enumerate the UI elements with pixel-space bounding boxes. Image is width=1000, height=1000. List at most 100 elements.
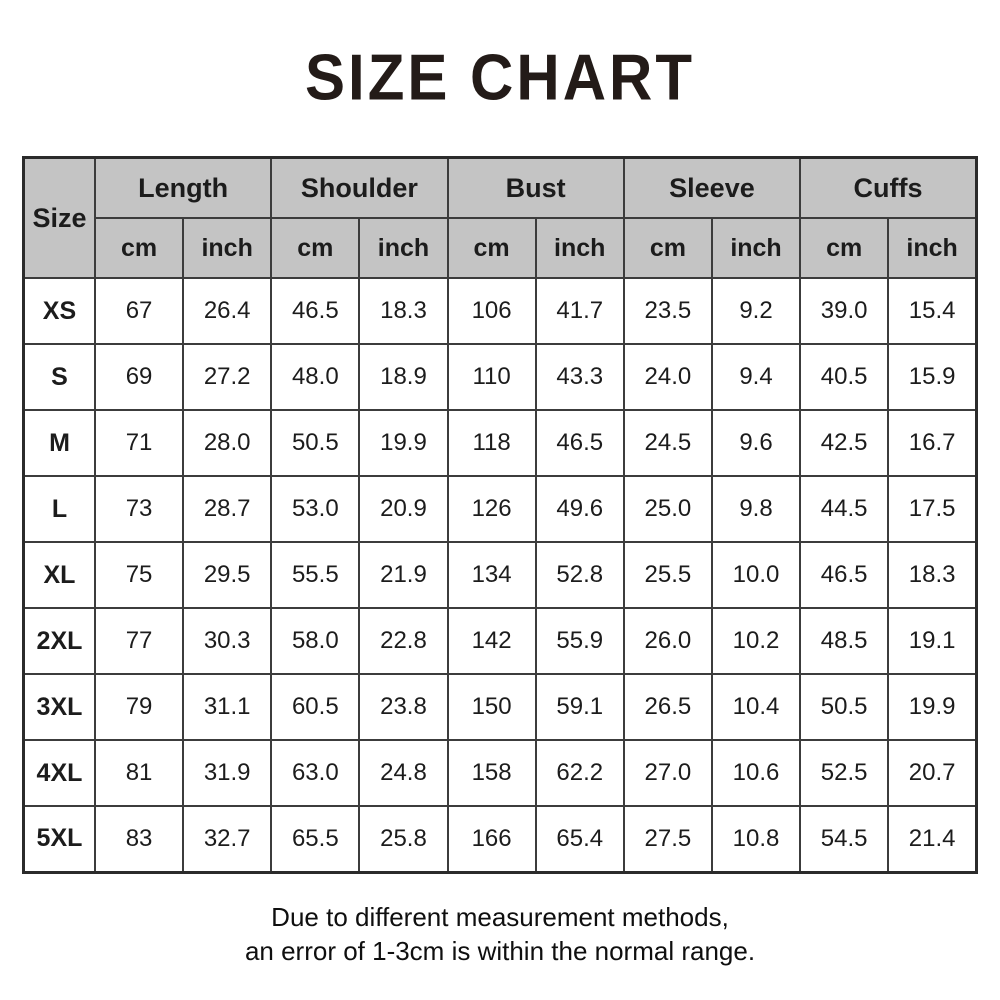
measurement-cell: 126 — [446, 475, 537, 543]
measurement-cell: 48.5 — [799, 607, 890, 675]
measurement-cell: 29.5 — [182, 541, 273, 609]
measurement-cell: 50.5 — [270, 409, 361, 477]
measurement-cell: 52.5 — [799, 739, 890, 807]
column-group-shoulder: Shoulder — [270, 156, 449, 219]
measurement-cell: 110 — [446, 343, 537, 411]
size-chart-table: Size Length Shoulder Bust Sleeve Cuffs c… — [22, 156, 978, 874]
measurement-cell: 83 — [93, 805, 185, 873]
measurement-cell: 10.4 — [710, 673, 802, 741]
unit-header-inch: inch — [182, 217, 273, 279]
measurement-cell: 18.3 — [358, 277, 449, 345]
measurement-note-line2: an error of 1-3cm is within the normal r… — [244, 935, 756, 966]
measurement-cell: 42.5 — [799, 409, 890, 477]
measurement-cell: 18.9 — [358, 343, 449, 411]
measurement-cell: 142 — [446, 607, 537, 675]
unit-header-inch: inch — [710, 217, 802, 279]
unit-header-inch: inch — [534, 217, 625, 279]
measurement-cell: 46.5 — [534, 409, 625, 477]
table-row: S 69 27.2 48.0 18.9 110 43.3 24.0 9.4 40.5 15.9 — [22, 343, 978, 411]
measurement-cell: 69 — [93, 343, 185, 411]
measurement-cell: 23.8 — [358, 673, 449, 741]
measurement-cell: 21.9 — [358, 541, 449, 609]
measurement-cell: 30.3 — [182, 607, 273, 675]
measurement-cell: 25.0 — [622, 475, 713, 543]
measurement-cell: 9.4 — [710, 343, 802, 411]
measurement-cell: 49.6 — [534, 475, 625, 543]
measurement-cell: 65.5 — [270, 805, 361, 873]
measurement-cell: 55.9 — [534, 607, 625, 675]
table-row: 5XL 83 32.7 65.5 25.8 166 65.4 27.5 10.8 54.5 21.4 — [22, 805, 978, 873]
size-row-label: 4XL — [22, 739, 96, 807]
measurement-cell: 10.0 — [710, 541, 802, 609]
measurement-cell: 24.5 — [622, 409, 713, 477]
measurement-cell: 52.8 — [534, 541, 625, 609]
measurement-cell: 10.6 — [710, 739, 802, 807]
measurement-cell: 16.7 — [887, 409, 978, 477]
size-row-label: XS — [22, 277, 96, 345]
measurement-cell: 73 — [93, 475, 185, 543]
measurement-note: Due to different measurement methods, an… — [0, 900, 1000, 968]
table-row: 3XL 79 31.1 60.5 23.8 150 59.1 26.5 10.4 50.5 19.9 — [22, 673, 978, 741]
size-column-header: Size — [22, 156, 96, 279]
measurement-cell: 10.2 — [710, 607, 802, 675]
measurement-cell: 27.2 — [182, 343, 273, 411]
measurement-cell: 134 — [446, 541, 537, 609]
table-row: M 71 28.0 50.5 19.9 118 46.5 24.5 9.6 42.5 16.7 — [22, 409, 978, 477]
unit-header-cm: cm — [446, 217, 537, 279]
measurement-cell: 26.0 — [622, 607, 713, 675]
measurement-cell: 24.8 — [358, 739, 449, 807]
table-row: XS 67 26.4 46.5 18.3 106 41.7 23.5 9.2 39.0 15.4 — [22, 277, 978, 345]
measurement-cell: 166 — [446, 805, 537, 873]
measurement-cell: 58.0 — [270, 607, 361, 675]
size-row-label: L — [22, 475, 96, 543]
measurement-cell: 158 — [446, 739, 537, 807]
measurement-cell: 44.5 — [799, 475, 890, 543]
measurement-cell: 19.9 — [887, 673, 978, 741]
column-group-cuffs: Cuffs — [799, 156, 978, 219]
measurement-cell: 15.9 — [887, 343, 978, 411]
measurement-cell: 26.5 — [622, 673, 713, 741]
header-unit-row: cm inch cm inch cm inch cm inch cm inch — [24, 217, 978, 279]
measurement-cell: 39.0 — [799, 277, 890, 345]
measurement-cell: 60.5 — [270, 673, 361, 741]
column-group-bust: Bust — [446, 156, 625, 219]
measurement-cell: 9.2 — [710, 277, 802, 345]
measurement-cell: 32.7 — [182, 805, 273, 873]
size-row-label: 2XL — [22, 607, 96, 675]
table-row: L 73 28.7 53.0 20.9 126 49.6 25.0 9.8 44.5 17.5 — [22, 475, 978, 543]
measurement-cell: 27.0 — [622, 739, 713, 807]
size-row-label: S — [22, 343, 96, 411]
unit-header-cm: cm — [270, 217, 361, 279]
size-row-label: XL — [22, 541, 96, 609]
table-row: 4XL 81 31.9 63.0 24.8 158 62.2 27.0 10.6 52.5 20.7 — [22, 739, 978, 807]
measurement-cell: 28.7 — [182, 475, 273, 543]
measurement-cell: 41.7 — [534, 277, 625, 345]
unit-header-inch: inch — [358, 217, 449, 279]
measurement-cell: 81 — [93, 739, 185, 807]
measurement-cell: 55.5 — [270, 541, 361, 609]
measurement-cell: 106 — [446, 277, 537, 345]
table-header: Size Length Shoulder Bust Sleeve Cuffs c… — [22, 156, 978, 279]
table-row: XL 75 29.5 55.5 21.9 134 52.8 25.5 10.0 46.5 18.3 — [22, 541, 978, 609]
measurement-cell: 22.8 — [358, 607, 449, 675]
measurement-cell: 62.2 — [534, 739, 625, 807]
measurement-cell: 20.9 — [358, 475, 449, 543]
measurement-cell: 26.4 — [182, 277, 273, 345]
measurement-cell: 118 — [446, 409, 537, 477]
measurement-cell: 59.1 — [534, 673, 625, 741]
measurement-cell: 25.8 — [358, 805, 449, 873]
table-body: XS 67 26.4 46.5 18.3 106 41.7 23.5 9.2 39.0 15.4 S 6… — [22, 277, 978, 873]
measurement-cell: 67 — [93, 277, 185, 345]
measurement-cell: 27.5 — [622, 805, 713, 873]
measurement-cell: 19.1 — [887, 607, 978, 675]
measurement-cell: 71 — [93, 409, 185, 477]
measurement-cell: 50.5 — [799, 673, 890, 741]
measurement-cell: 25.5 — [622, 541, 713, 609]
unit-header-inch: inch — [887, 217, 978, 279]
column-group-length: Length — [93, 156, 273, 219]
column-group-sleeve: Sleeve — [622, 156, 802, 219]
measurement-cell: 40.5 — [799, 343, 890, 411]
table-row: 2XL 77 30.3 58.0 22.8 142 55.9 26.0 10.2 48.5 19.1 — [22, 607, 978, 675]
unit-header-cm: cm — [799, 217, 890, 279]
